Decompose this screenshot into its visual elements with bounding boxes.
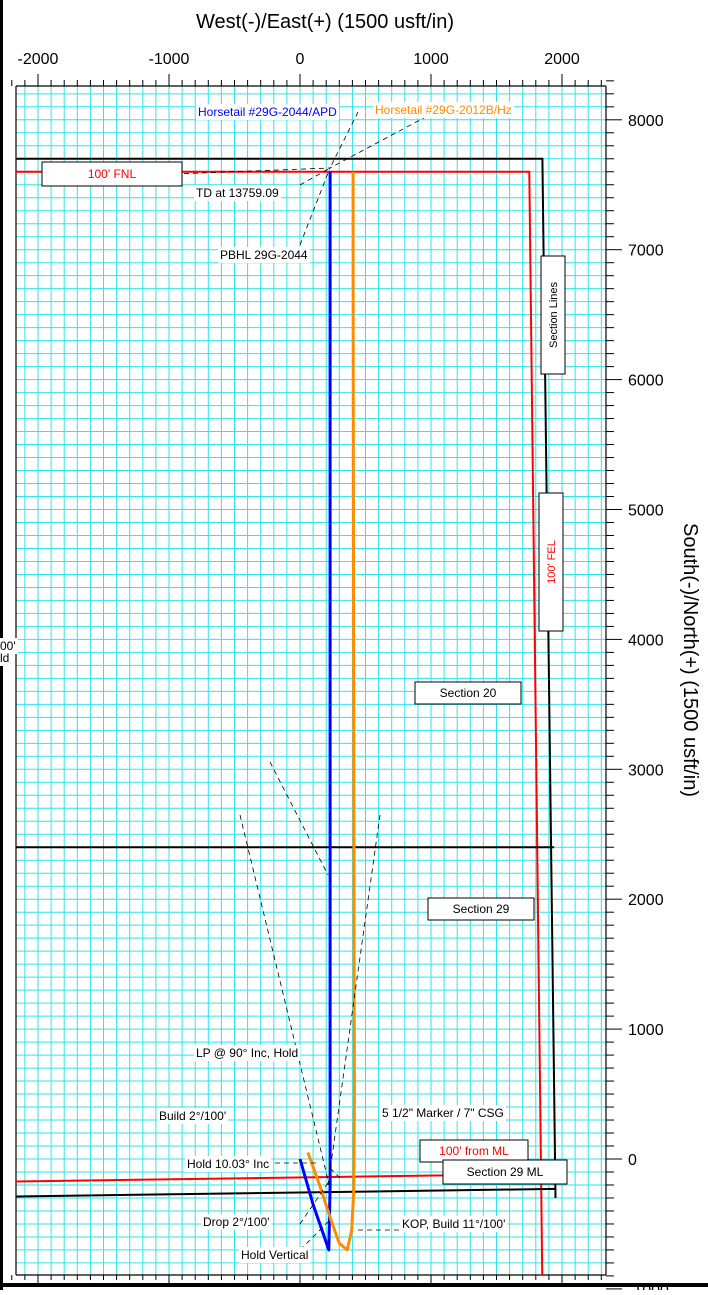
annotation-box bbox=[538, 492, 564, 632]
y-tick-label: 8000 bbox=[628, 113, 664, 130]
series-line-1 bbox=[306, 171, 356, 1252]
leader-line bbox=[329, 111, 436, 169]
leader-line bbox=[299, 1219, 331, 1251]
annotation-halo bbox=[380, 1105, 506, 1121]
annotation-box bbox=[540, 255, 566, 375]
annotation-fel-box: 100' FEL bbox=[538, 492, 564, 632]
section-line bbox=[16, 1187, 556, 1198]
section-line bbox=[16, 157, 557, 1199]
y-tick-label: 6000 bbox=[628, 373, 664, 390]
annotation-box bbox=[414, 681, 522, 705]
annotation-text: Hold Vertical bbox=[241, 1248, 308, 1262]
annotation-text: Horsetail #29G-2012B/Hz bbox=[375, 103, 512, 117]
leader-line bbox=[329, 111, 359, 169]
annotation-box bbox=[442, 1159, 568, 1185]
annotation-halo bbox=[196, 104, 340, 120]
annotation-kop-label: KOP, Build 11°/100' bbox=[400, 1216, 508, 1232]
annotation-halo bbox=[194, 1045, 301, 1061]
annotation-holdvert-label: Hold Vertical bbox=[239, 1247, 311, 1263]
annotation-halo bbox=[218, 247, 310, 263]
annotation-section29ml-box: Section 29 ML bbox=[442, 1159, 568, 1185]
annotation-fnl-box: 100' FNL bbox=[41, 161, 183, 187]
leader-line bbox=[239, 814, 329, 1181]
annotation-halo bbox=[185, 1156, 272, 1172]
annotation-text: ld bbox=[0, 651, 9, 665]
x-tick-label: 1000 bbox=[413, 51, 449, 68]
y-tick-label: 4000 bbox=[628, 632, 664, 649]
y-tick-label: 7000 bbox=[628, 243, 664, 260]
annotation-text: Section 29 bbox=[453, 902, 510, 916]
annotation-ml-box: 100' from ML bbox=[419, 1139, 529, 1163]
annotation-hz-label: Horsetail #29G-2012B/Hz bbox=[373, 102, 514, 118]
y-tick-label: 0 bbox=[628, 1152, 637, 1169]
annotation-text: 100' FNL bbox=[88, 167, 137, 181]
y-tick-label: 1000 bbox=[628, 1022, 664, 1039]
annotation-text: Section Lines bbox=[548, 281, 560, 348]
annotation-text: LP @ 90° Inc, Hold bbox=[196, 1046, 298, 1060]
annotation-text: 00' bbox=[0, 639, 16, 653]
leader-line bbox=[329, 1167, 341, 1179]
annotation-drop-label: Drop 2°/100' bbox=[201, 1214, 272, 1230]
annotation-halo bbox=[157, 1108, 229, 1124]
annotation-box bbox=[41, 161, 183, 187]
annotation-text: 100' from ML bbox=[439, 1144, 509, 1158]
leader-line bbox=[174, 167, 331, 175]
y-tick-label: 2000 bbox=[628, 892, 664, 909]
annotation-text: KOP, Build 11°/100' bbox=[402, 1217, 505, 1231]
y-tick-label: 3000 bbox=[628, 762, 664, 779]
annotation-text: Section 20 bbox=[440, 686, 497, 700]
y-tick-label: 5000 bbox=[628, 503, 664, 520]
annotation-td-label: TD at 13759.09 bbox=[194, 185, 282, 201]
x-tick-label: 0 bbox=[296, 51, 305, 68]
annotation-halo bbox=[373, 102, 514, 118]
annotation-text: Section 29 ML bbox=[467, 1165, 544, 1179]
annotation-lp-label: LP @ 90° Inc, Hold bbox=[194, 1045, 301, 1061]
annotation-halo bbox=[400, 1216, 508, 1232]
y-axis-title: South(-)/North(+) (1500 usft/in) bbox=[679, 523, 701, 797]
x-tick-label: -1000 bbox=[149, 51, 190, 68]
annotation-text: Drop 2°/100' bbox=[203, 1215, 269, 1229]
annotation-hold10-label: Hold 10.03° Inc bbox=[185, 1156, 272, 1172]
annotation-text: 5 1/2" Marker / 7" CSG bbox=[382, 1106, 504, 1120]
series-line-0 bbox=[298, 171, 332, 1252]
annotation-text: PBHL 29G-2044 bbox=[220, 248, 308, 262]
annotation-marker-label: 5 1/2" Marker / 7" CSG bbox=[380, 1105, 506, 1121]
annotation-text: TD at 13759.09 bbox=[196, 186, 279, 200]
annotation-halo bbox=[239, 1247, 311, 1263]
y-tick-label: -1000 bbox=[628, 1282, 669, 1290]
x-tick-label: 2000 bbox=[544, 51, 580, 68]
annotation-text: Horsetail #29G-2044/APD bbox=[198, 105, 337, 119]
annotation-pbhl-label: PBHL 29G-2044 bbox=[218, 247, 310, 263]
annotation-halo bbox=[0, 650, 12, 666]
annotation-box bbox=[427, 897, 535, 921]
annotation-apd-label: Horsetail #29G-2044/APD bbox=[196, 104, 340, 120]
annotation-section29-box: Section 29 bbox=[427, 897, 535, 921]
annotation-build-label: Build 2°/100' bbox=[157, 1108, 229, 1124]
leader-line bbox=[299, 167, 331, 186]
x-axis-title: West(-)/East(+) (1500 usft/in) bbox=[196, 11, 454, 33]
x-tick-label: -2000 bbox=[18, 51, 59, 68]
leader-line bbox=[299, 167, 331, 246]
annotation-text: Build 2°/100' bbox=[159, 1109, 226, 1123]
annotation-clip-label-2: ld bbox=[0, 650, 12, 666]
leader-line bbox=[269, 761, 329, 876]
grid-group bbox=[16, 86, 606, 1275]
annotation-halo bbox=[201, 1214, 272, 1230]
annotation-section20-box: Section 20 bbox=[414, 681, 522, 705]
annotation-section-lines-box: Section Lines bbox=[540, 255, 566, 375]
annotation-text: 100' FEL bbox=[546, 540, 558, 584]
annotation-halo bbox=[194, 185, 282, 201]
annotation-text: Hold 10.03° Inc bbox=[187, 1157, 269, 1171]
